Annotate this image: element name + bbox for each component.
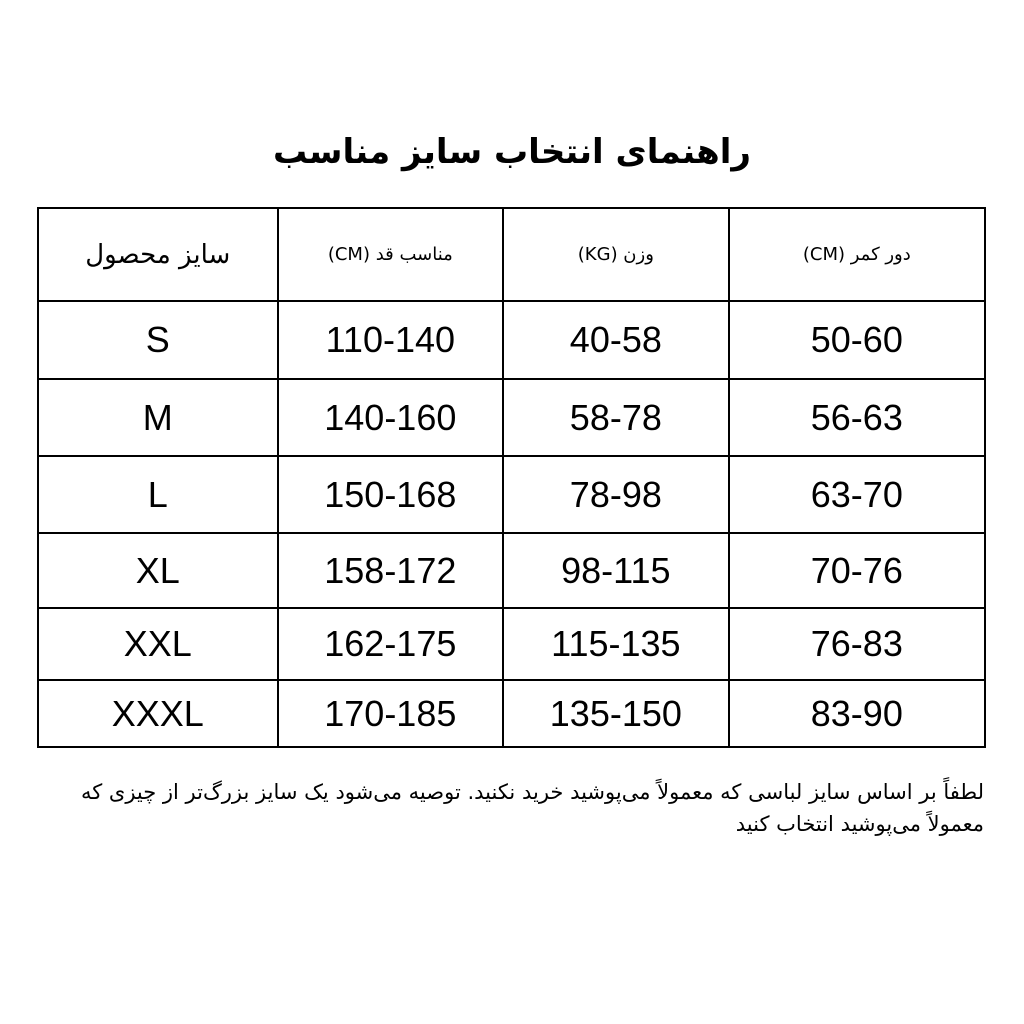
cell-waist: 63-70: [727, 455, 987, 534]
table-row: S 110-140 40-58 50-60: [37, 300, 987, 380]
header-height: مناسب قد (CM): [276, 207, 505, 302]
cell-size: S: [37, 300, 279, 380]
table-row: XL 158-172 98-115 70-76: [37, 532, 987, 609]
cell-weight: 78-98: [502, 455, 730, 534]
cell-waist: 50-60: [727, 300, 987, 380]
header-weight: وزن (KG): [502, 207, 730, 302]
cell-height: 150-168: [276, 455, 505, 534]
cell-waist: 70-76: [727, 532, 987, 609]
cell-height: 158-172: [276, 532, 505, 609]
cell-size: XL: [37, 532, 279, 609]
cell-height: 110-140: [276, 300, 505, 380]
cell-waist: 83-90: [727, 679, 987, 748]
cell-size: M: [37, 378, 279, 457]
sizing-note: لطفاً بر اساس سایز لباسی که معمولاً می‌پ…: [80, 780, 984, 836]
size-chart-table: سایز محصول مناسب قد (CM) وزن (KG) دور کم…: [37, 207, 987, 748]
cell-weight: 115-135: [502, 607, 730, 681]
cell-height: 140-160: [276, 378, 505, 457]
cell-size: XXL: [37, 607, 279, 681]
cell-size: L: [37, 455, 279, 534]
cell-weight: 135-150: [502, 679, 730, 748]
cell-waist: 56-63: [727, 378, 987, 457]
cell-size: XXXL: [37, 679, 279, 748]
cell-weight: 40-58: [502, 300, 730, 380]
header-size: سایز محصول: [37, 207, 279, 302]
table-header-row: سایز محصول مناسب قد (CM) وزن (KG) دور کم…: [37, 207, 987, 302]
header-waist: دور کمر (CM): [727, 207, 987, 302]
table-row: XXL 162-175 115-135 76-83: [37, 607, 987, 681]
cell-weight: 58-78: [502, 378, 730, 457]
table-row: M 140-160 58-78 56-63: [37, 378, 987, 457]
table-row: L 150-168 78-98 63-70: [37, 455, 987, 534]
page-title: راهنمای انتخاب سایز مناسب: [273, 132, 751, 172]
cell-waist: 76-83: [727, 607, 987, 681]
table-row: XXXL 170-185 135-150 83-90: [37, 679, 987, 748]
cell-height: 162-175: [276, 607, 505, 681]
cell-weight: 98-115: [502, 532, 730, 609]
cell-height: 170-185: [276, 679, 505, 748]
